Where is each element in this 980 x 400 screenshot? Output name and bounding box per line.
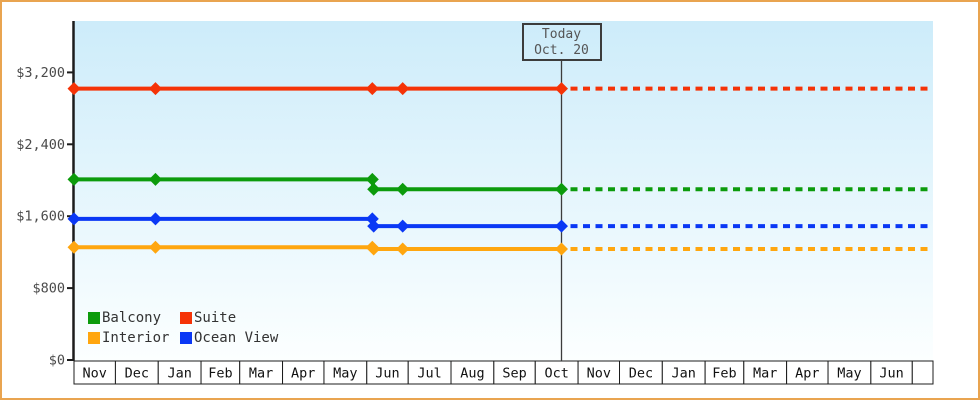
today-annotation-line1: Today [541,27,582,42]
y-axis-label: $1,600 [16,209,65,225]
data-point-ocean-view[interactable] [367,219,381,233]
month-label: Sep [502,366,526,382]
data-point-suite[interactable] [67,82,81,96]
y-axis-label: $3,200 [16,65,65,81]
month-label: Jun [879,366,903,382]
data-point-ocean-view[interactable] [555,219,569,233]
legend-item-suite[interactable]: Suite [180,310,278,326]
legend-label-interior: Interior [102,330,170,346]
month-label: Apr [795,366,819,382]
data-point-interior[interactable] [67,240,81,254]
legend-swatch-suite [180,312,192,324]
legend-item-interior[interactable]: Interior [88,330,180,346]
data-point-balcony[interactable] [67,172,81,186]
month-label: Nov [83,366,107,382]
month-label: Apr [291,366,315,382]
today-annotation-line2: Oct. 20 [534,43,589,58]
legend-swatch-ocean-view [180,332,192,344]
legend-item-ocean-view[interactable]: Ocean View [180,330,278,346]
month-label: Feb [712,366,736,382]
month-label: Jan [672,366,696,382]
data-point-suite[interactable] [148,82,162,96]
data-point-interior[interactable] [396,242,410,256]
data-point-ocean-view[interactable] [67,212,81,226]
month-label: Jun [375,366,399,382]
month-label: Jan [167,366,191,382]
legend-label-suite: Suite [194,310,237,326]
legend-label-balcony: Balcony [102,310,162,326]
data-point-balcony[interactable] [396,182,410,196]
y-axis-label: $2,400 [16,137,65,153]
data-point-interior[interactable] [148,240,162,254]
legend-item-balcony[interactable]: Balcony [88,310,180,326]
month-label: Oct [544,366,568,382]
data-point-balcony[interactable] [148,172,162,186]
month-label: Dec [629,366,653,382]
data-point-interior[interactable] [367,242,381,256]
month-label: Aug [460,366,484,382]
month-label: Nov [587,366,611,382]
y-axis-label: $0 [49,353,65,369]
data-point-ocean-view[interactable] [396,219,410,233]
data-point-balcony[interactable] [365,172,379,186]
data-point-suite[interactable] [365,82,379,96]
month-cell-empty [911,360,934,385]
month-label: Dec [125,366,149,382]
y-axis-label: $800 [32,281,65,297]
data-point-balcony[interactable] [555,182,569,196]
data-point-suite[interactable] [396,82,410,96]
data-point-balcony[interactable] [367,182,381,196]
month-label: Mar [249,366,273,382]
legend-swatch-balcony [88,312,100,324]
month-label: Mar [753,366,777,382]
today-annotation-box: Today Oct. 20 [521,23,602,61]
legend-label-ocean-view: Ocean View [194,330,279,346]
data-point-suite[interactable] [555,82,569,96]
legend-swatch-interior [88,332,100,344]
data-point-ocean-view[interactable] [148,212,162,226]
chart-legend: Balcony Suite Interior Ocean View [88,310,278,346]
month-label: May [333,366,357,382]
month-label: May [837,366,861,382]
series-line-interior [74,245,562,251]
month-label: Jul [417,366,441,382]
month-label: Feb [208,366,232,382]
data-point-interior[interactable] [555,242,569,256]
